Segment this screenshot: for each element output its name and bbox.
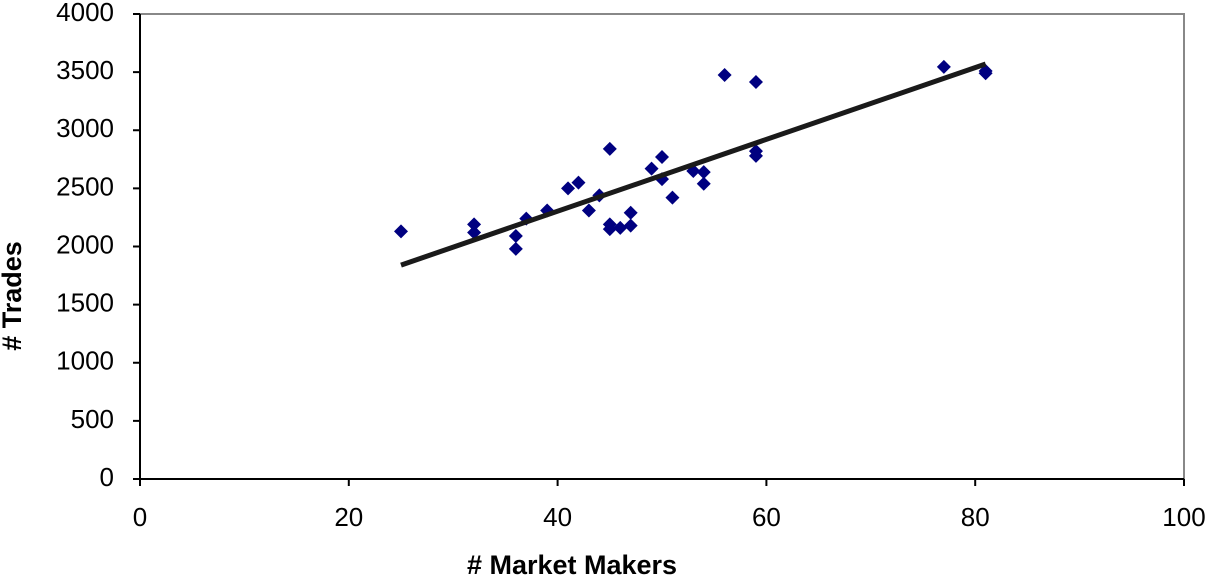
- y-tick-label: 1500: [56, 288, 114, 318]
- data-point: [602, 141, 617, 156]
- y-tick-label: 2000: [56, 229, 114, 259]
- data-point: [936, 59, 951, 74]
- data-point: [623, 205, 638, 220]
- y-tick-label: 4000: [56, 0, 114, 27]
- data-point: [748, 148, 763, 163]
- data-point: [717, 68, 732, 83]
- y-tick-label: 1000: [56, 346, 114, 376]
- x-tick-label: 60: [752, 502, 781, 532]
- data-point: [696, 176, 711, 191]
- data-point: [394, 224, 408, 239]
- data-point: [602, 222, 617, 237]
- data-point: [665, 190, 680, 205]
- data-point: [613, 220, 628, 235]
- x-tick-label: 100: [1162, 502, 1205, 532]
- x-tick-label: 20: [334, 502, 363, 532]
- y-tick-label: 2500: [56, 171, 114, 201]
- data-point: [467, 217, 482, 232]
- data-point: [623, 218, 638, 233]
- data-point: [581, 203, 596, 218]
- x-axis-label: # Market Makers: [467, 550, 677, 578]
- y-tick-label: 3500: [56, 55, 114, 85]
- x-tick-label: 80: [961, 502, 990, 532]
- y-tick-label: 500: [71, 404, 114, 434]
- data-point: [644, 161, 659, 176]
- data-point: [978, 66, 993, 81]
- x-tick-label: 0: [133, 502, 147, 532]
- data-point: [571, 175, 586, 190]
- data-point: [508, 241, 523, 256]
- trendline: [400, 61, 987, 268]
- data-point: [696, 165, 711, 180]
- data-point: [467, 225, 482, 240]
- data-point: [655, 149, 669, 164]
- plot-frame: [139, 13, 1185, 480]
- data-point: [561, 181, 576, 196]
- y-tick-label: 0: [100, 462, 114, 492]
- y-tick-label: 3000: [56, 113, 114, 143]
- data-point: [508, 229, 523, 244]
- y-axis-label: # Trades: [0, 241, 27, 351]
- data-point: [748, 75, 763, 90]
- x-tick-label: 40: [543, 502, 572, 532]
